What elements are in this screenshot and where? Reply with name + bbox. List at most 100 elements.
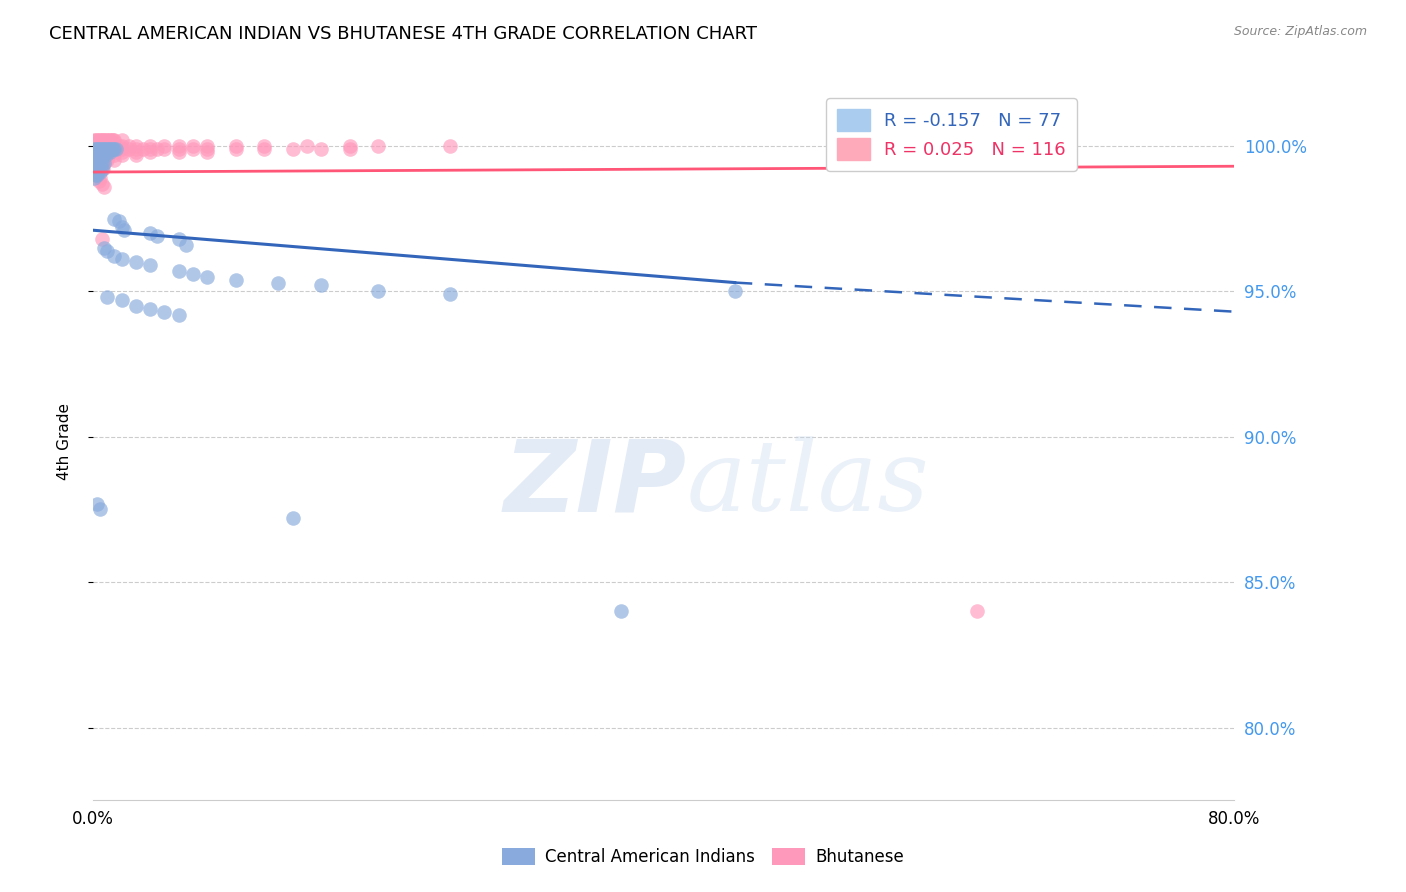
Point bbox=[225, 273, 247, 287]
Point bbox=[86, 142, 108, 156]
Point bbox=[93, 142, 115, 156]
Point bbox=[87, 142, 110, 156]
Point bbox=[110, 252, 132, 267]
Point bbox=[91, 139, 114, 153]
Point bbox=[98, 142, 121, 156]
Point bbox=[153, 304, 176, 318]
Point bbox=[89, 159, 111, 173]
Point bbox=[96, 145, 118, 159]
Point bbox=[181, 139, 204, 153]
Point bbox=[103, 249, 125, 263]
Point bbox=[83, 142, 105, 156]
Point bbox=[103, 133, 125, 147]
Point bbox=[86, 165, 108, 179]
Point bbox=[110, 145, 132, 159]
Point bbox=[609, 604, 631, 618]
Point bbox=[89, 153, 111, 168]
Point bbox=[89, 147, 111, 161]
Point bbox=[225, 139, 247, 153]
Point bbox=[966, 604, 988, 618]
Point bbox=[139, 139, 162, 153]
Point bbox=[90, 133, 112, 147]
Point bbox=[87, 147, 110, 161]
Point bbox=[86, 133, 108, 147]
Point bbox=[89, 142, 111, 156]
Point bbox=[96, 153, 118, 168]
Legend: Central American Indians, Bhutanese: Central American Indians, Bhutanese bbox=[494, 840, 912, 875]
Point bbox=[93, 179, 115, 194]
Point bbox=[86, 165, 108, 179]
Point bbox=[90, 145, 112, 159]
Point bbox=[87, 162, 110, 177]
Point bbox=[94, 142, 117, 156]
Point bbox=[107, 214, 129, 228]
Point bbox=[94, 133, 117, 147]
Point bbox=[89, 145, 111, 159]
Point bbox=[90, 156, 112, 170]
Point bbox=[93, 156, 115, 170]
Point bbox=[84, 142, 107, 156]
Text: Source: ZipAtlas.com: Source: ZipAtlas.com bbox=[1233, 25, 1367, 38]
Point bbox=[87, 133, 110, 147]
Point bbox=[139, 258, 162, 272]
Point bbox=[93, 142, 115, 156]
Point bbox=[110, 139, 132, 153]
Point bbox=[181, 142, 204, 156]
Text: CENTRAL AMERICAN INDIAN VS BHUTANESE 4TH GRADE CORRELATION CHART: CENTRAL AMERICAN INDIAN VS BHUTANESE 4TH… bbox=[49, 25, 758, 43]
Point bbox=[281, 511, 304, 525]
Point bbox=[93, 145, 115, 159]
Point bbox=[139, 226, 162, 240]
Point bbox=[84, 145, 107, 159]
Point bbox=[101, 133, 124, 147]
Point bbox=[339, 139, 361, 153]
Point bbox=[93, 241, 115, 255]
Point bbox=[89, 165, 111, 179]
Point bbox=[90, 177, 112, 191]
Point bbox=[195, 145, 218, 159]
Point bbox=[94, 142, 117, 156]
Y-axis label: 4th Grade: 4th Grade bbox=[58, 402, 72, 480]
Point bbox=[253, 142, 276, 156]
Point bbox=[98, 145, 121, 159]
Point bbox=[103, 153, 125, 168]
Point bbox=[100, 142, 122, 156]
Point bbox=[101, 142, 124, 156]
Point bbox=[367, 285, 389, 299]
Point bbox=[83, 170, 105, 185]
Point bbox=[103, 147, 125, 161]
Point bbox=[195, 269, 218, 284]
Point bbox=[84, 156, 107, 170]
Point bbox=[94, 147, 117, 161]
Point bbox=[91, 142, 114, 156]
Point bbox=[93, 139, 115, 153]
Point bbox=[103, 139, 125, 153]
Point bbox=[94, 139, 117, 153]
Point bbox=[97, 142, 120, 156]
Point bbox=[96, 139, 118, 153]
Point bbox=[118, 139, 141, 153]
Point bbox=[295, 139, 318, 153]
Point bbox=[86, 142, 108, 156]
Point bbox=[84, 139, 107, 153]
Point bbox=[89, 153, 111, 168]
Point bbox=[86, 151, 108, 165]
Point bbox=[91, 133, 114, 147]
Point bbox=[167, 308, 190, 322]
Point bbox=[84, 168, 107, 182]
Point bbox=[125, 142, 148, 156]
Point bbox=[100, 133, 122, 147]
Point bbox=[90, 159, 112, 173]
Point bbox=[309, 278, 332, 293]
Point bbox=[103, 211, 125, 226]
Point bbox=[93, 156, 115, 170]
Point bbox=[110, 220, 132, 235]
Point bbox=[167, 145, 190, 159]
Point bbox=[87, 162, 110, 177]
Point bbox=[90, 147, 112, 161]
Point bbox=[96, 147, 118, 161]
Point bbox=[87, 156, 110, 170]
Point bbox=[87, 142, 110, 156]
Point bbox=[167, 232, 190, 246]
Point bbox=[104, 142, 127, 156]
Point bbox=[339, 142, 361, 156]
